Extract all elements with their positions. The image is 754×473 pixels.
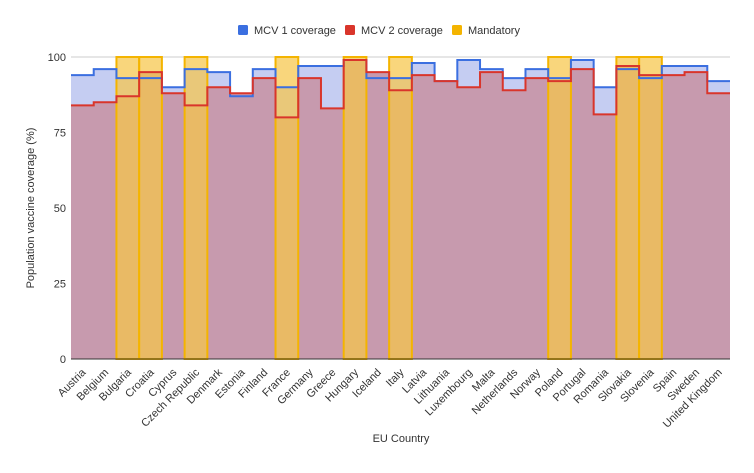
mandatory-bar xyxy=(615,56,641,360)
mandatory-bar xyxy=(115,56,141,360)
mcv2-line xyxy=(71,59,730,119)
y-tick-label: 50 xyxy=(54,203,66,215)
mandatory-bar xyxy=(388,56,413,360)
mandatory-bar xyxy=(342,56,368,360)
y-tick-label: 25 xyxy=(54,279,66,291)
y-tick-label: 0 xyxy=(60,354,66,366)
mandatory-bar xyxy=(138,56,163,360)
legend-label: MCV 2 coverage xyxy=(361,25,443,37)
legend-swatch xyxy=(238,25,248,35)
legend-label: Mandatory xyxy=(468,25,520,37)
line-layer xyxy=(71,59,730,119)
legend-layer: MCV 1 coverage MCV 2 coverage Mandatory xyxy=(238,25,520,37)
y-tick-label: 100 xyxy=(48,52,66,64)
mandatory-bar xyxy=(183,56,209,360)
y-tick-label: 75 xyxy=(54,128,66,140)
legend-swatch xyxy=(345,25,355,35)
mandatory-bar xyxy=(274,56,300,360)
legend-label: MCV 1 coverage xyxy=(254,25,336,37)
legend-swatch xyxy=(452,25,462,35)
mandatory-bar xyxy=(638,56,663,360)
mandatory-bar xyxy=(547,56,572,360)
x-axis-title: EU Country xyxy=(373,433,430,445)
y-axis-title: Population vaccine coverage (%) xyxy=(25,128,37,289)
